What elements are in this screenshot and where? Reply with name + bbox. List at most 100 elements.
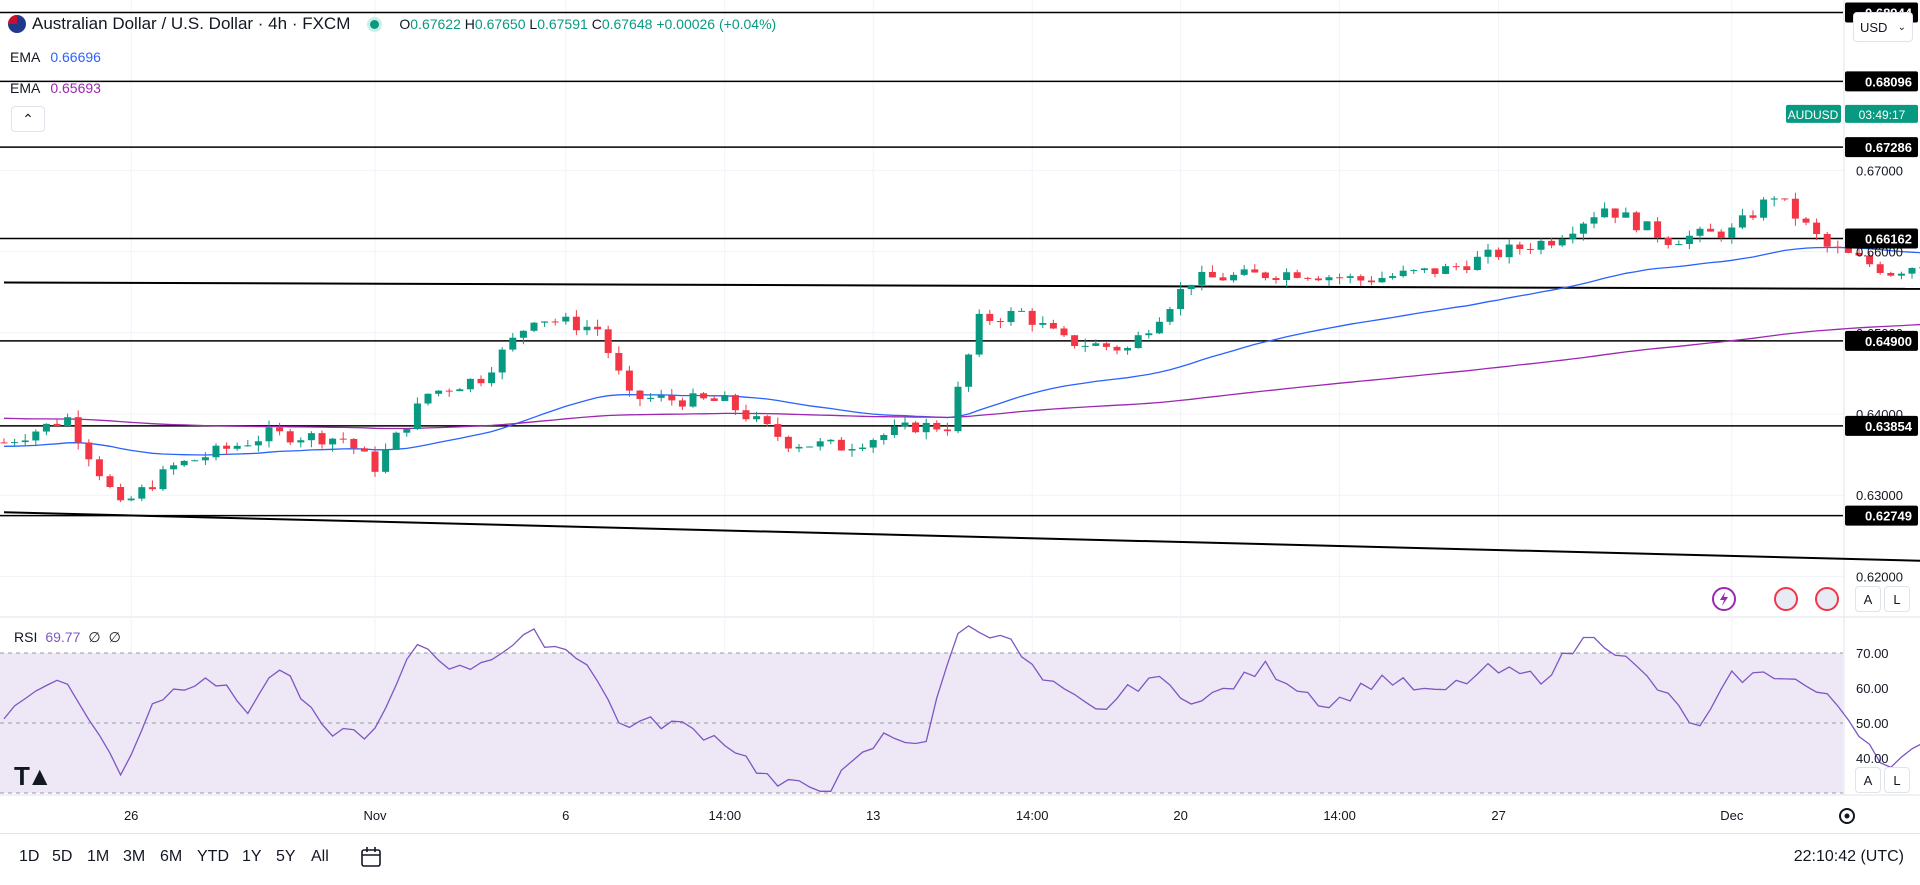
candle-body xyxy=(43,424,50,432)
range-all-button[interactable]: All xyxy=(311,848,329,866)
candle-body xyxy=(1283,272,1290,280)
candle-body xyxy=(986,314,993,321)
candle-body xyxy=(690,393,697,406)
rsi-log-scale-button[interactable]: L xyxy=(1884,767,1910,793)
close-value: 0.67648 xyxy=(602,16,653,32)
candle-body xyxy=(1697,229,1704,236)
candle-body xyxy=(1834,247,1841,248)
level-price-label: 0.64900 xyxy=(1865,334,1912,349)
symbol-tag-label: AUDUSD xyxy=(1788,108,1839,122)
candle-body xyxy=(912,423,919,433)
candle-body xyxy=(679,400,686,406)
symbol-title[interactable]: Australian Dollar / U.S. Dollar · 4h · F… xyxy=(32,14,350,34)
auto-scale-button[interactable]: A xyxy=(1855,586,1881,612)
rsi-auto-scale-button[interactable]: A xyxy=(1855,767,1881,793)
candle-body xyxy=(1251,269,1258,272)
candle-body xyxy=(1898,274,1905,276)
trendline xyxy=(4,282,1920,290)
candle-body xyxy=(1008,311,1015,322)
candle-body xyxy=(806,447,813,448)
us-event-icon-2[interactable] xyxy=(1815,587,1839,611)
candle-body xyxy=(213,446,220,458)
candle-body xyxy=(838,440,845,451)
candle-body xyxy=(615,353,622,371)
candle-body xyxy=(1516,245,1523,249)
rsi-tick-label: 70.00 xyxy=(1856,646,1889,661)
candle-body xyxy=(1135,335,1142,348)
range-3m-button[interactable]: 3M xyxy=(123,848,145,866)
candle-body xyxy=(944,429,951,431)
candle-body xyxy=(658,395,665,397)
candle-body xyxy=(1453,266,1460,267)
utc-clock[interactable]: 22:10:42 (UTC) xyxy=(1794,848,1904,866)
candle-body xyxy=(1230,275,1237,280)
horizontal-levels[interactable] xyxy=(0,13,1920,567)
rsi-name: RSI xyxy=(14,629,37,646)
candle-body xyxy=(1771,198,1778,199)
candles[interactable] xyxy=(1,113,1920,502)
range-5y-button[interactable]: 5Y xyxy=(276,848,296,866)
candle-body xyxy=(117,487,124,500)
candle-body xyxy=(1188,285,1195,289)
candle-body xyxy=(955,387,962,431)
candle-body xyxy=(276,427,283,431)
candle-body xyxy=(1591,217,1598,223)
gear-icon[interactable] xyxy=(1837,806,1857,826)
range-ytd-button[interactable]: YTD xyxy=(197,848,229,866)
range-5d-button[interactable]: 5D xyxy=(52,848,72,866)
candle-body xyxy=(234,446,241,449)
candle-body xyxy=(541,321,548,322)
range-6m-button[interactable]: 6M xyxy=(160,848,182,866)
candle-body xyxy=(319,433,326,444)
range-1d-button[interactable]: 1D xyxy=(19,848,39,866)
level-price-label: 0.68096 xyxy=(1865,74,1912,89)
candle-body xyxy=(1082,346,1089,347)
rsi-tick-label: 60.00 xyxy=(1856,681,1889,696)
candle-body xyxy=(1750,215,1757,217)
collapse-legend-button[interactable]: ⌃ xyxy=(11,106,45,132)
price-tick-label: 0.67000 xyxy=(1856,163,1903,178)
candle-body xyxy=(870,440,877,448)
candle-body xyxy=(1368,281,1375,283)
candle-body xyxy=(350,439,357,448)
candle-body xyxy=(764,416,771,424)
range-1m-button[interactable]: 1M xyxy=(87,848,109,866)
candle-body xyxy=(880,435,887,440)
tradingview-logo[interactable]: T▲ xyxy=(14,761,50,792)
market-open-icon xyxy=(370,20,379,29)
us-event-icon[interactable] xyxy=(1774,587,1798,611)
candle-body xyxy=(1039,323,1046,325)
range-1y-button[interactable]: 1Y xyxy=(242,848,262,866)
candle-body xyxy=(1315,278,1322,280)
log-scale-button[interactable]: L xyxy=(1884,586,1910,612)
candle-body xyxy=(1909,268,1916,274)
calendar-icon[interactable] xyxy=(360,846,384,868)
candle-body xyxy=(149,487,156,489)
candle-body xyxy=(1654,221,1661,238)
candle-body xyxy=(1760,200,1767,218)
currency-value: USD xyxy=(1860,20,1887,35)
symbol-legend[interactable]: Australian Dollar / U.S. Dollar · 4h · F… xyxy=(8,14,776,34)
level-price-label: 0.67286 xyxy=(1865,140,1912,155)
currency-select[interactable]: USD ⌄ xyxy=(1853,12,1913,42)
candle-body xyxy=(1813,223,1820,234)
candle-body xyxy=(1601,208,1608,217)
candle-body xyxy=(22,440,29,442)
ema-slow-legend[interactable]: EMA 0.65693 xyxy=(10,80,101,96)
candle-body xyxy=(594,327,601,330)
ema-fast-legend[interactable]: EMA 0.66696 xyxy=(10,49,101,65)
candle-body xyxy=(785,437,792,449)
candle-body xyxy=(1538,241,1545,250)
candle-body xyxy=(796,447,803,449)
candle-body xyxy=(902,423,909,427)
candle-body xyxy=(859,448,866,449)
candle-body xyxy=(1124,348,1131,350)
flash-event-icon[interactable] xyxy=(1712,587,1736,611)
candle-body xyxy=(573,317,580,331)
candle-body xyxy=(85,443,92,460)
candle-body xyxy=(700,393,707,398)
rsi-legend[interactable]: RSI 69.77 ∅ ∅ xyxy=(10,629,125,646)
candle-body xyxy=(340,439,347,440)
candle-body xyxy=(1463,266,1470,270)
